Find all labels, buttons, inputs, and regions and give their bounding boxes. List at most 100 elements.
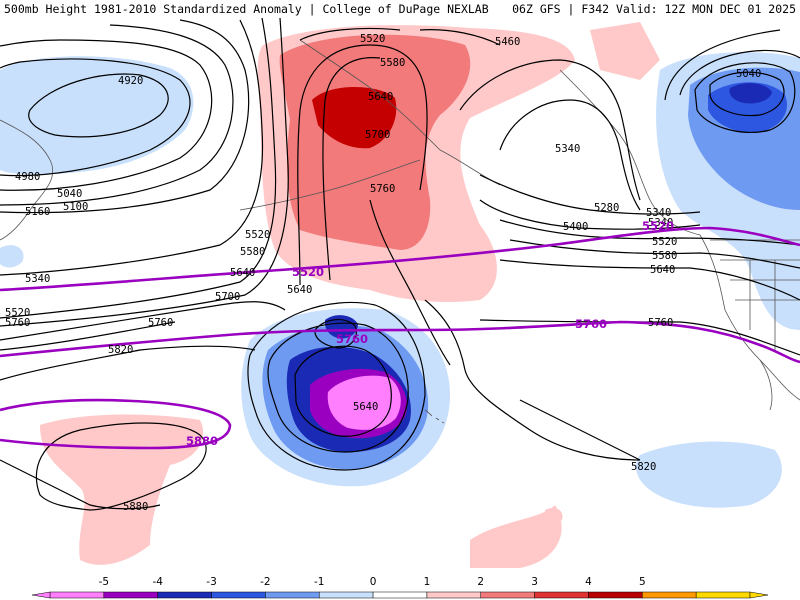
colorbar-cells	[31, 591, 769, 599]
positive-anomaly-1sd-ne	[590, 22, 660, 80]
contour-5460-e	[479, 174, 701, 215]
contour-5760-center	[369, 199, 451, 366]
height-label: 5340	[646, 207, 671, 219]
map-title: 500mb Height 1981-2010 Standardized Anom…	[4, 2, 489, 16]
contour-5040-w	[0, 39, 213, 191]
contour-5520-w	[0, 18, 277, 319]
aleutian-chain	[239, 159, 421, 211]
contour-5880-s	[0, 459, 161, 510]
height-label: 5580	[380, 57, 405, 69]
contour-cutoff-5640	[294, 345, 392, 437]
highlight-label: 5520	[292, 265, 324, 279]
positive-anomaly-south-small	[545, 508, 563, 523]
positive-anomaly-sw	[40, 414, 204, 565]
colorbar-tick-label: -4	[152, 576, 163, 588]
coastline-asia	[0, 119, 54, 241]
contour-5820-c	[424, 299, 641, 461]
colorbar-tick-label: 1	[424, 576, 431, 588]
contour-5100-ne	[694, 62, 796, 134]
anomaly-colorbar: -5 -4 -3 -2 -1 0 1 2 3 4 5	[31, 576, 769, 599]
height-label: 5580	[652, 250, 677, 262]
contour-5580-ridge	[322, 57, 381, 281]
height-label-layer: 5520 5460 5580 4920 5640 5700 4980 5040 …	[5, 33, 761, 513]
contour-4920	[28, 73, 169, 138]
contour-cutoff-inner	[314, 319, 357, 349]
height-label: 5340	[25, 273, 50, 285]
california-baja	[759, 359, 773, 411]
colorbar-cell	[426, 591, 482, 599]
colorbar-cell	[49, 591, 105, 599]
height-label: 5340	[555, 143, 580, 155]
height-label: 5520	[652, 236, 677, 248]
height-label: 5700	[215, 291, 240, 303]
height-label: 5640	[368, 91, 393, 103]
colorbar-tick-label: -3	[206, 576, 216, 588]
colorbar-tick-label: 0	[370, 576, 377, 588]
height-label: 5760	[648, 317, 673, 329]
height-label: 5640	[230, 267, 255, 279]
contour-5280	[499, 99, 641, 211]
colorbar-tick-label: -1	[314, 576, 324, 588]
negative-anomaly-southeast	[635, 441, 782, 508]
height-label: 5760	[370, 183, 395, 195]
contour-5340-e	[459, 59, 641, 201]
colorbar-cell	[157, 591, 212, 599]
negative-anomaly-ne-4sd	[729, 83, 772, 104]
height-label: 5280	[594, 202, 619, 214]
contour-5520-e	[499, 219, 800, 246]
contour-5400	[479, 199, 701, 230]
hawaii-islands	[424, 409, 445, 424]
contour-5640-ridge	[297, 44, 428, 286]
height-contours	[0, 18, 800, 511]
colorbar-cell	[642, 591, 697, 599]
colorbar-tick-label: -2	[260, 576, 270, 588]
height-label: 5880	[123, 501, 148, 513]
contour-5100	[0, 24, 234, 206]
height-label: 5760	[5, 317, 30, 329]
contour-5700	[0, 301, 286, 341]
height-label: 5640	[287, 284, 312, 296]
height-label: 5340	[648, 217, 673, 229]
colorbar-cell	[588, 591, 643, 599]
colorbar-cell	[534, 591, 589, 599]
colorbar-cell	[103, 591, 158, 599]
height-label: 5760	[148, 317, 173, 329]
highlight-label: 5760	[336, 332, 368, 346]
height-label: 5640	[353, 401, 378, 413]
height-label: 5700	[365, 129, 390, 141]
colorbar-ticks: -5 -4 -3 -2 -1 0 1 2 3 4 5	[99, 576, 646, 588]
height-label: 4920	[118, 75, 143, 87]
height-label: 5160	[25, 206, 50, 218]
model-run-info: 06Z GFS | F342 Valid: 12Z MON DEC 01 202…	[512, 2, 796, 16]
colorbar-cell	[695, 591, 751, 599]
highlight-contour-5880	[0, 398, 232, 450]
colorbar-tick-label: -5	[99, 576, 109, 588]
positive-anomaly-3sd	[312, 87, 397, 149]
contour-5160-ne	[679, 49, 800, 96]
negative-anomaly-west-small	[0, 245, 24, 268]
contour-5880-closed	[35, 422, 207, 511]
height-label: 4980	[15, 171, 40, 183]
map-canvas: 5520 5460 5580 4920 5640 5700 4980 5040 …	[0, 18, 800, 568]
colorbar-cell	[211, 591, 266, 599]
height-label: 5520	[5, 307, 30, 319]
highlight-contour-5520	[0, 226, 800, 292]
negative-anomaly-west	[0, 56, 194, 175]
height-label: 5400	[563, 221, 588, 233]
highlight-contours	[0, 226, 800, 450]
contour-5820-se	[519, 399, 641, 461]
colorbar-cell	[480, 591, 535, 599]
highlight-label: 5760	[575, 317, 607, 331]
contour-5160	[0, 19, 250, 214]
highlight-label-layer: 5520 5760 5760 5880 5520	[186, 219, 674, 448]
contour-cutoff-5760	[247, 301, 426, 471]
contour-5520-ridge	[299, 27, 401, 41]
colorbar-right-arrow	[749, 591, 769, 599]
height-label: 5040	[57, 188, 82, 200]
height-label: 5460	[495, 36, 520, 48]
colorbar-left-arrow	[31, 591, 51, 599]
contour-5760-e	[479, 319, 800, 356]
contour-4980	[0, 58, 191, 177]
height-label: 5100	[63, 201, 88, 213]
